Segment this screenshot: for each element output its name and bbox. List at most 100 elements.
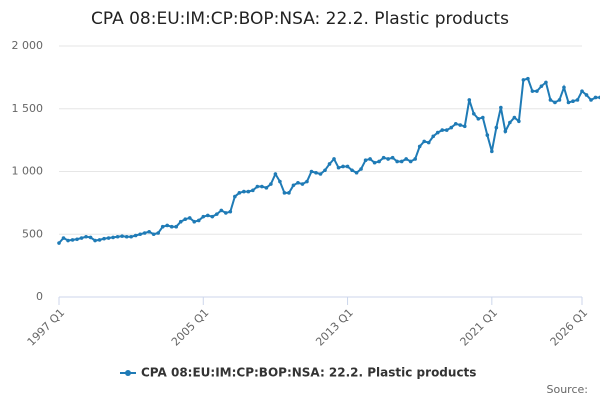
point (309, 169, 314, 174)
point (282, 191, 287, 195)
point (273, 172, 278, 176)
point (341, 164, 345, 169)
point (66, 238, 70, 243)
point (142, 231, 147, 235)
point (201, 214, 206, 219)
point (467, 98, 472, 102)
point (278, 179, 282, 184)
point (124, 234, 129, 239)
point (499, 105, 503, 110)
point (530, 89, 535, 93)
point (535, 89, 539, 93)
point (345, 164, 350, 169)
point (237, 191, 242, 195)
chart-title: CPA 08:EU:IM:CP:BOP:NSA: 22.2. Plastic p… (91, 9, 509, 29)
point (174, 224, 179, 229)
line (58, 77, 600, 244)
point (413, 157, 417, 161)
point (84, 234, 88, 239)
point (408, 159, 413, 164)
y-tick-label: 1 500 (12, 102, 44, 115)
point (354, 170, 359, 175)
y-tick-label: 1 000 (12, 165, 44, 178)
point (61, 236, 66, 240)
point (453, 122, 458, 126)
point (93, 238, 97, 243)
point (178, 219, 183, 224)
point (417, 144, 422, 149)
point (503, 129, 508, 134)
point (133, 233, 138, 238)
point (377, 159, 381, 164)
point (404, 157, 408, 161)
point (120, 234, 124, 238)
point (88, 235, 93, 240)
point (314, 170, 318, 175)
point (508, 120, 512, 125)
point (255, 184, 260, 189)
point (512, 115, 517, 120)
point (160, 224, 165, 229)
point (368, 157, 372, 161)
point (97, 238, 102, 242)
point (458, 123, 463, 127)
point (584, 93, 589, 97)
x-tick-label: 2026 Q1 (548, 306, 591, 349)
point (566, 100, 571, 105)
point (300, 182, 305, 186)
point (431, 134, 436, 139)
point (440, 128, 445, 132)
point (111, 235, 115, 240)
point (318, 172, 323, 176)
point (57, 241, 61, 245)
y-tick-label: 0 (36, 290, 43, 303)
point (593, 95, 598, 100)
y-tick-label: 500 (22, 227, 43, 240)
point (296, 180, 300, 185)
point (192, 219, 197, 224)
point (539, 84, 544, 88)
point (187, 216, 192, 220)
point (485, 133, 490, 137)
point (435, 130, 440, 135)
point (233, 194, 237, 199)
point (269, 182, 273, 186)
point (129, 234, 133, 239)
point (399, 159, 404, 164)
point (426, 140, 431, 145)
point (291, 183, 296, 188)
point (332, 157, 336, 161)
source: Source: (547, 383, 589, 396)
point (260, 184, 264, 189)
point (287, 191, 291, 195)
point (106, 236, 111, 240)
x-tick-label: 2013 Q1 (313, 306, 356, 349)
point (553, 100, 557, 105)
point (219, 208, 224, 213)
point (115, 234, 120, 239)
point (390, 155, 395, 160)
point (481, 115, 485, 120)
x-tick-label: 2021 Q1 (458, 306, 501, 349)
point (205, 213, 210, 218)
point (251, 188, 255, 193)
point (449, 125, 454, 130)
point (359, 167, 363, 171)
point (210, 214, 215, 219)
point (372, 160, 377, 165)
legend-label: CPA 08:EU:IM:CP:BOP:NSA: 22.2. Plastic p… (141, 366, 476, 380)
point (156, 231, 160, 235)
point (548, 98, 553, 102)
point (70, 238, 75, 242)
point (183, 217, 188, 221)
point (165, 223, 170, 228)
point (138, 232, 142, 237)
point (526, 76, 530, 81)
point (350, 168, 354, 173)
point (557, 98, 562, 102)
point (580, 89, 584, 93)
point (246, 189, 251, 194)
point (242, 189, 246, 194)
point (215, 212, 219, 216)
